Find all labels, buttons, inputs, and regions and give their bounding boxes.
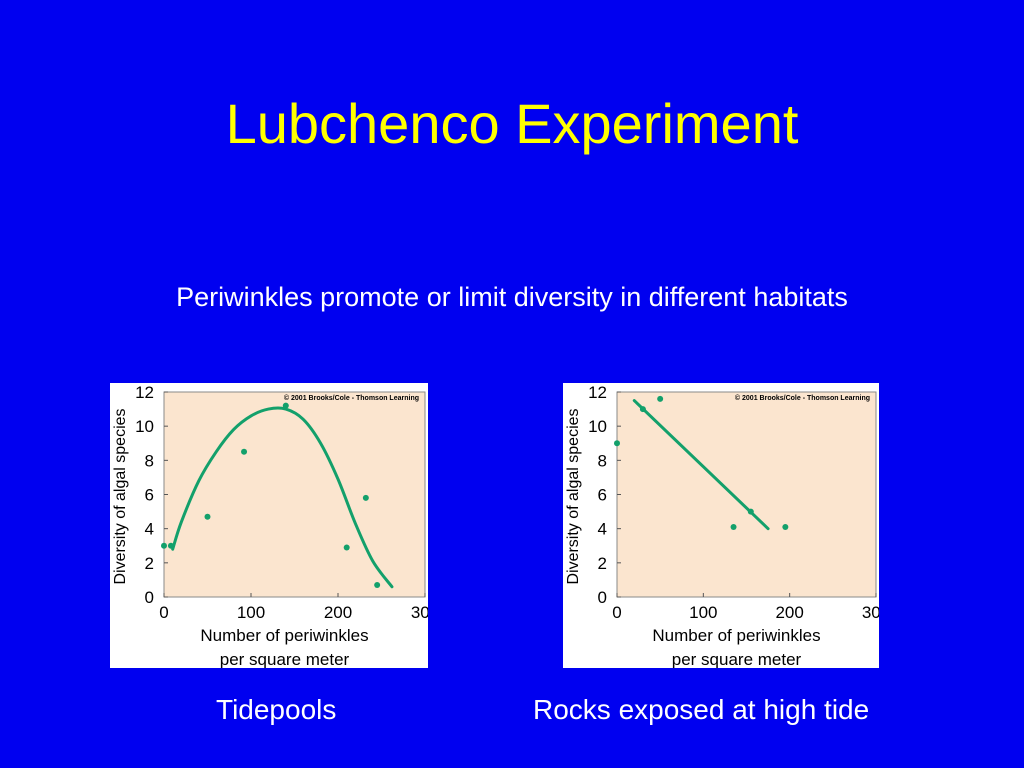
copyright-text: © 2001 Brooks/Cole - Thomson Learning: [735, 394, 870, 402]
data-point: [362, 494, 369, 501]
slide-subtitle: Periwinkles promote or limit diversity i…: [176, 282, 848, 312]
tidepools-chart: © 2001 Brooks/Cole - Thomson Learning 0 2 4…: [110, 383, 428, 668]
fit-line: [632, 399, 770, 531]
data-point: [782, 523, 789, 530]
data-point: [204, 513, 211, 520]
x-tick-label: 200: [324, 603, 352, 622]
data-point: [241, 448, 248, 455]
plot-area: [163, 391, 426, 598]
x-tick-label: 300: [862, 603, 879, 622]
x-tick-label: 0: [159, 603, 168, 622]
y-axis-label: Diversity of algal species: [565, 408, 582, 584]
y-tick-label: 2: [145, 554, 154, 573]
y-tick-label: 4: [145, 520, 154, 539]
data-point: [614, 440, 620, 447]
x-axis-label: per square meter: [672, 650, 802, 668]
x-tick-label: 100: [689, 603, 717, 622]
data-point: [167, 542, 174, 549]
data-point: [282, 402, 289, 409]
y-tick-label: 10: [135, 417, 154, 436]
data-point: [639, 406, 646, 413]
y-tick-label: 12: [135, 383, 154, 402]
rocks-chart: © 2001 Brooks/Cole - Thomson Learning 0 2 4…: [563, 383, 879, 668]
x-axis-label: per square meter: [220, 650, 350, 668]
chart-svg: © 2001 Brooks/Cole - Thomson Learning 0 2 4…: [565, 383, 879, 668]
x-axis-label: Number of periwinkles: [200, 626, 368, 645]
y-tick-label: 8: [598, 451, 607, 470]
data-point: [747, 508, 754, 515]
y-tick-label: 0: [598, 588, 607, 607]
y-tick-label: 6: [598, 486, 607, 505]
x-axis-label: Number of periwinkles: [652, 626, 820, 645]
y-tick-label: 6: [145, 486, 154, 505]
data-point: [161, 542, 167, 549]
y-tick-label: 10: [588, 417, 607, 436]
y-tick-label: 0: [145, 588, 154, 607]
x-tick-label: 0: [612, 603, 621, 622]
data-point: [657, 395, 664, 402]
x-tick-label: 300: [411, 603, 428, 622]
copyright-text: © 2001 Brooks/Cole - Thomson Learning: [284, 394, 419, 402]
y-tick-label: 12: [588, 383, 607, 402]
y-tick-label: 8: [145, 451, 154, 470]
slide-title: Lubchenco Experiment: [225, 92, 799, 155]
data-point: [374, 582, 381, 589]
caption-rocks: Rocks exposed at high tide: [533, 694, 870, 725]
data-point: [730, 523, 737, 530]
x-tick-label: 200: [775, 603, 803, 622]
fit-line: [171, 406, 394, 589]
y-tick-label: 4: [598, 520, 607, 539]
data-point: [343, 544, 350, 551]
x-tick-label: 100: [237, 603, 265, 622]
chart-svg: © 2001 Brooks/Cole - Thomson Learning 0 2 4…: [112, 383, 428, 668]
caption-tidepools: Tidepools: [216, 694, 337, 725]
y-axis-label: Diversity of algal species: [112, 408, 129, 584]
y-tick-label: 2: [598, 554, 607, 573]
